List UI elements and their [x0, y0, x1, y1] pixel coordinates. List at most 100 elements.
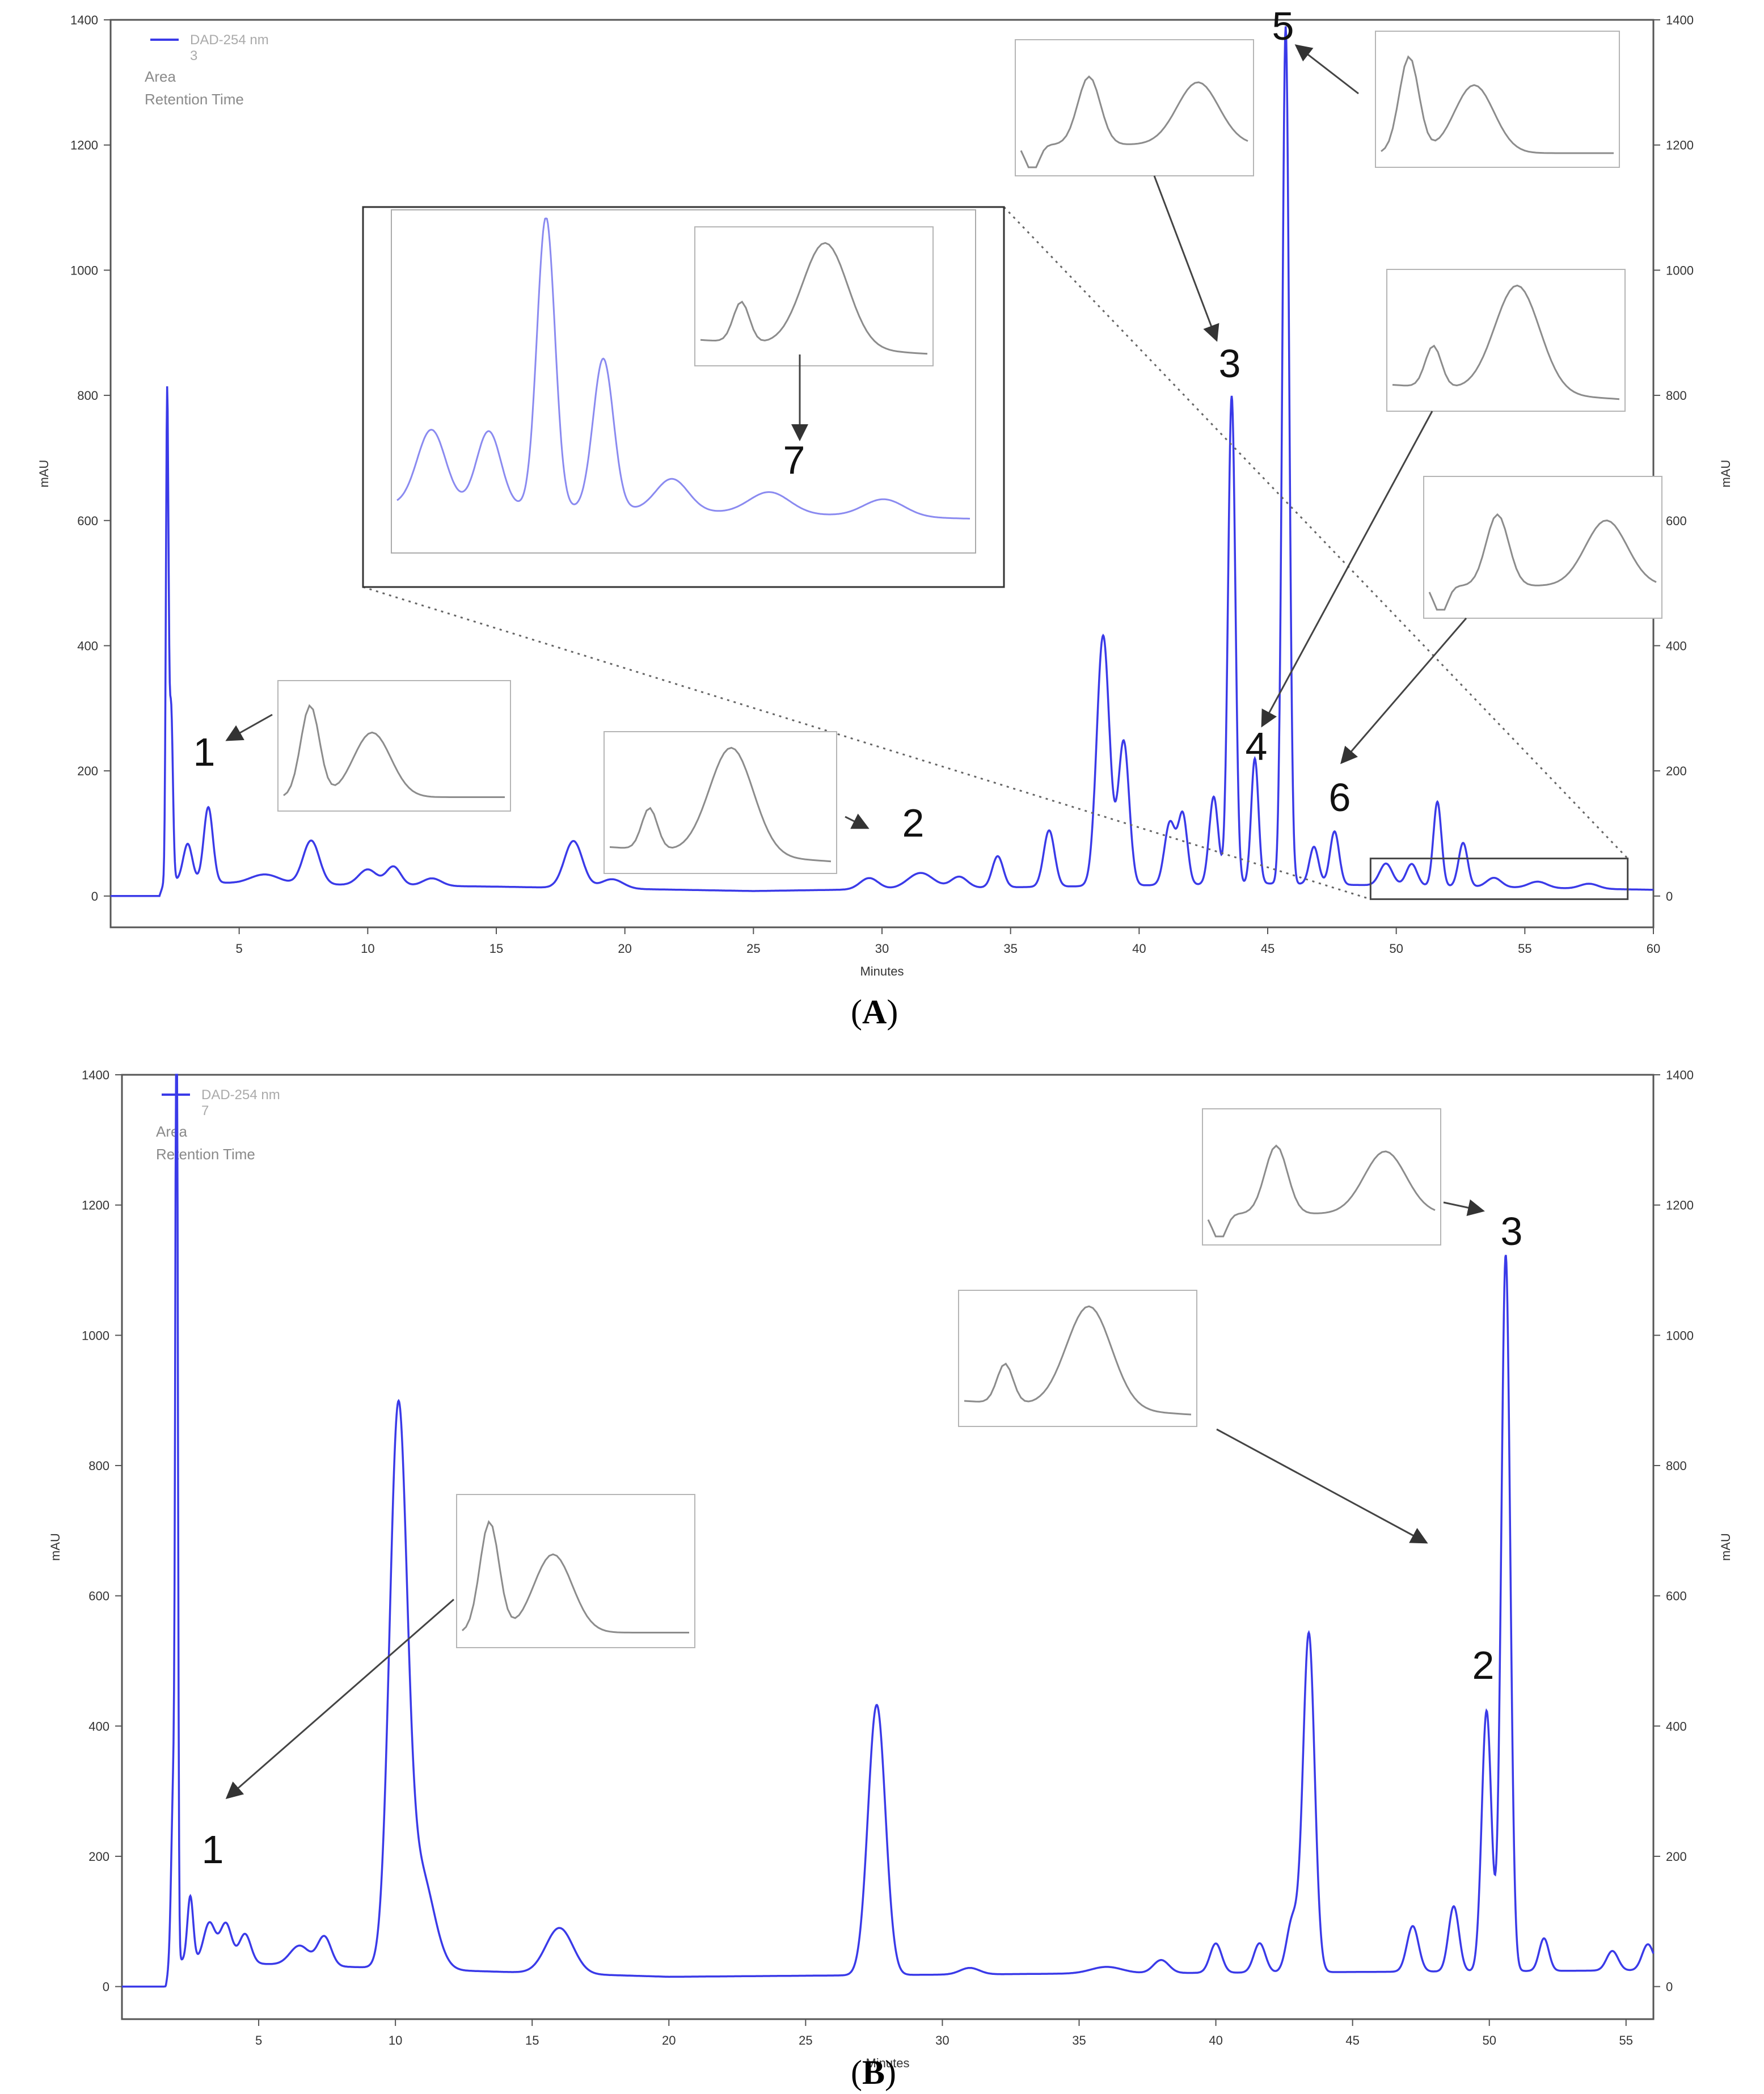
spectrum-inset-curve: [461, 1519, 689, 1633]
plot-frame: [121, 1074, 1655, 2020]
y-tick-label-right: 0: [1666, 1980, 1673, 1994]
x-tick-label: 20: [662, 2033, 676, 2047]
y-tick-label-right: 1400: [1666, 13, 1694, 27]
peak-arrow-1: [225, 714, 273, 741]
legend-series-label: DAD-254 nm: [190, 32, 269, 48]
peak-label-5: 5: [1272, 4, 1294, 48]
peak-label-6: 6: [1329, 775, 1351, 820]
peak-arrow-4: [1261, 411, 1433, 728]
y-tick-label: 800: [88, 1459, 109, 1473]
spectrum-inset-frame: [1423, 476, 1662, 619]
y-tick-label-right: 400: [1666, 639, 1687, 653]
spectrum-inset-frame: [958, 1290, 1197, 1427]
peak-arrow-6: [1340, 618, 1467, 765]
x-tick-label: 5: [236, 942, 243, 956]
panel-caption-a: (A): [851, 993, 898, 1031]
y-tick-label: 400: [88, 1719, 109, 1733]
spectrum-inset-frame: [694, 226, 934, 366]
x-tick-label: 50: [1482, 2033, 1496, 2047]
spectrum-inset-frame: [604, 731, 837, 874]
spectrum-inset-frame: [456, 1494, 695, 1648]
y-tick-label: 1200: [70, 138, 98, 153]
y-tick-label-right: 1200: [1666, 1198, 1694, 1213]
spectrum-inset-frame: [277, 680, 511, 812]
y-axis-label: mAU: [48, 1533, 62, 1561]
peak-arrow-1: [225, 1598, 454, 1799]
legend-area-label: Area: [145, 68, 176, 85]
y-tick-label-right: 600: [1666, 1589, 1687, 1603]
peak-label-3: 3: [1219, 341, 1241, 386]
legend-area-label: Area: [156, 1123, 187, 1140]
x-tick-label: 30: [935, 2033, 949, 2047]
zoom-connector-top: [1003, 206, 1628, 859]
spectrum-inset-curve: [1428, 513, 1657, 611]
x-axis-label: Minutes: [866, 2056, 909, 2070]
y-tick-label-right: 1000: [1666, 263, 1694, 277]
y-tick-label-right: 600: [1666, 514, 1687, 528]
zoom-connector-bottom: [362, 586, 1371, 900]
y-tick-label: 200: [77, 764, 98, 778]
y-tick-label: 0: [103, 1980, 109, 1994]
y-axis-label-right: mAU: [1719, 1533, 1733, 1561]
y-tick-label: 200: [88, 1850, 109, 1864]
x-tick-label: 55: [1619, 2033, 1633, 2047]
legend-rt-label: Retention Time: [156, 1146, 255, 1163]
y-tick-label-right: 800: [1666, 1459, 1687, 1473]
chromatogram-trace: [111, 26, 1653, 897]
legend-series-sub: 3: [190, 48, 197, 64]
y-tick-label: 800: [77, 389, 98, 403]
y-tick-label-right: 200: [1666, 1850, 1687, 1864]
zoom-inset-plot: [391, 209, 976, 554]
x-tick-label: 45: [1261, 942, 1275, 956]
spectrum-inset-curve: [609, 746, 832, 863]
peak-label-7: 7: [783, 438, 805, 482]
spectrum-inset-frame: [1375, 31, 1620, 168]
y-tick-label: 1400: [82, 1068, 109, 1082]
peak-arrow-2: [1216, 1428, 1428, 1544]
chromatogram-trace: [122, 1074, 1655, 1988]
zoom-inset-trace: [396, 217, 970, 520]
spectrum-inset-frame: [1202, 1108, 1441, 1246]
spectrum-inset-curve: [283, 704, 505, 798]
y-axis-label: mAU: [37, 460, 51, 488]
x-tick-label: 15: [489, 942, 503, 956]
x-tick-label: 35: [1072, 2033, 1086, 2047]
spectrum-inset: [277, 680, 511, 812]
y-tick-label-right: 1400: [1666, 1068, 1694, 1082]
panel-caption-b: (B): [851, 2054, 896, 2091]
peak-label-1: 1: [202, 1827, 224, 1872]
x-tick-label: 40: [1209, 2033, 1222, 2047]
x-tick-label: 15: [525, 2033, 539, 2047]
y-tick-label: 0: [91, 889, 98, 904]
y-tick-label-right: 0: [1666, 889, 1673, 904]
spectrum-inset: [1015, 39, 1254, 176]
spectrum-inset-curve: [700, 242, 928, 355]
x-tick-label: 40: [1132, 942, 1146, 956]
legend-series-label: DAD-254 nm: [201, 1087, 280, 1103]
x-tick-label: 25: [746, 942, 760, 956]
peak-label-3: 3: [1501, 1209, 1523, 1253]
legend-rt-label: Retention Time: [145, 91, 244, 108]
spectrum-inset: [1202, 1108, 1441, 1246]
spectrum-inset: [694, 226, 934, 366]
spectrum-inset: [958, 1290, 1197, 1427]
peak-label-2: 2: [1472, 1643, 1495, 1687]
y-tick-label: 1000: [70, 263, 98, 277]
spectrum-inset-curve: [1207, 1144, 1436, 1238]
spectrum-inset-frame: [1015, 39, 1254, 176]
zoom-region-box: [1369, 858, 1629, 900]
x-axis-label: Minutes: [860, 964, 904, 978]
spectrum-inset-curve: [1392, 284, 1620, 400]
peak-label-1: 1: [193, 730, 216, 774]
x-tick-label: 10: [389, 2033, 402, 2047]
spectrum-inset-curve: [964, 1305, 1192, 1416]
peak-arrow-3: [1153, 175, 1219, 342]
y-tick-label-right: 1200: [1666, 138, 1694, 153]
spectrum-inset-curve: [1381, 55, 1614, 154]
y-tick-label: 1000: [82, 1328, 109, 1342]
x-tick-label: 5: [255, 2033, 262, 2047]
x-tick-label: 50: [1389, 942, 1403, 956]
legend-series-sub: 7: [201, 1103, 209, 1118]
